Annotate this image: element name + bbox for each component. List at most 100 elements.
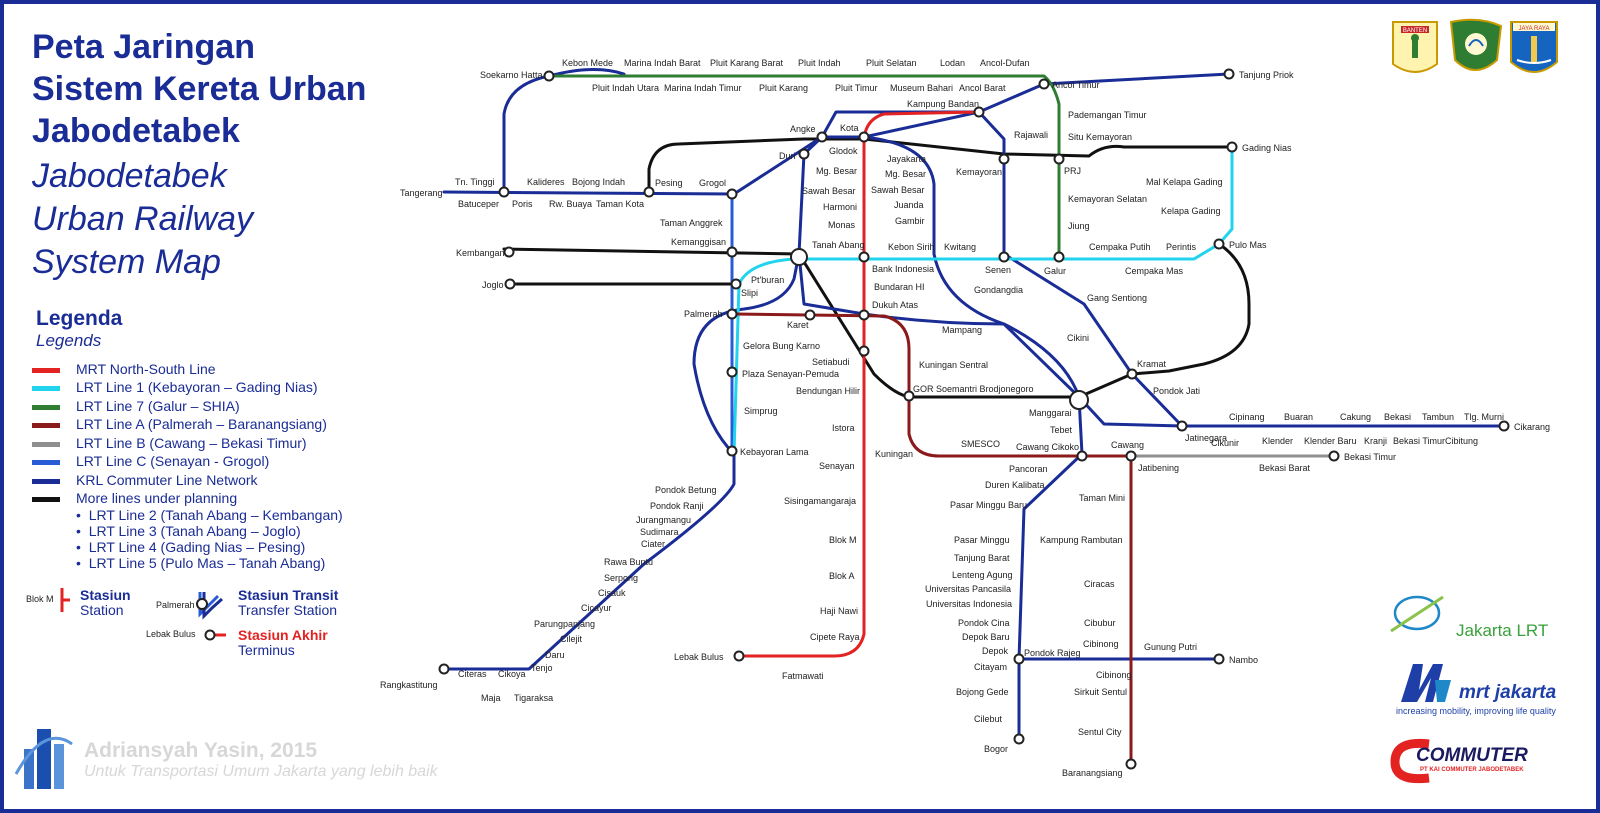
transfer-manggarai [1069,390,1089,410]
station-kebon-mede: Kebon Mede [562,58,613,68]
key-station-label-en: Station [80,602,124,618]
station-bogor: Bogor [984,744,1008,754]
station-lodan: Lodan [940,58,965,68]
station-taman-anggrek: Taman Anggrek [660,218,723,228]
station-ciracas: Ciracas [1084,579,1115,589]
station-cibinong-a: Cibinong [1083,639,1119,649]
terminus-cikarang [1498,420,1510,432]
station-pancoran: Pancoran [1009,464,1048,474]
station-smesco: SMESCO [961,439,1000,449]
station-klender: Klender [1262,436,1293,446]
station-pluit-selatan: Pluit Selatan [866,58,917,68]
station-cikini: Cikini [1067,333,1089,343]
line-lrt-a [732,312,1133,766]
transfer-kota [858,131,870,143]
mrt-jakarta-logo-icon [1401,664,1451,702]
transfer-palmerah [726,308,738,320]
station-manggarai: Manggarai [1029,408,1072,418]
key-station-label-id: Stasiun [80,587,131,603]
key-terminus-label: Stasiun Akhir Terminus [238,628,328,658]
legend-heading-en: Legends [36,331,102,350]
station-mal-kelapa-gading: Mal Kelapa Gading [1146,177,1223,187]
transfer-tanah-abang [790,248,808,266]
terminus-kembangan [503,246,515,258]
station-prj: PRJ [1064,166,1081,176]
station-harmoni: Harmoni [823,202,857,212]
mrt-jakarta-tagline: increasing mobility, improving life qual… [1396,706,1556,716]
station-cikoya: Cikoya [498,669,526,679]
banten-seal-icon: BANTEN [1392,21,1438,73]
bullet: • [76,523,81,539]
station-palmerah: Palmerah [684,309,723,319]
transfer-duri [798,148,810,160]
legend-label: LRT Line C (Senayan - Grogol) [76,453,270,469]
legend-swatch [32,422,60,428]
station-bekasi-timur-krl: Bekasi Timur [1393,436,1445,446]
banten-seal-text: BANTEN [1403,28,1427,34]
station-jatinegara: Jatinegara [1185,433,1227,443]
station-baranangsiang: Baranangsiang [1062,768,1123,778]
station-nambo: Nambo [1229,655,1258,665]
station-sawah-besar-mrt: Sawah Besar [802,186,856,196]
station-galur: Galur [1044,266,1066,276]
station-pluit-indah-utara: Pluit Indah Utara [592,83,659,93]
legend-swatch [32,478,60,484]
legend-sub-label: LRT Line 4 (Gading Nias – Pesing) [88,539,306,555]
station-gor-soemantri: GOR Soemantri Brodjonegoro [913,384,1034,394]
legend-swatch [32,496,60,502]
station-pesing: Pesing [655,178,683,188]
station-simprug: Simprug [744,406,778,416]
terminus-baranangsiang [1125,758,1137,770]
key-station-label: Stasiun Station [80,588,131,618]
credit-tagline: Untuk Transportasi Umum Jakarta yang leb… [84,763,438,780]
station-kebayoran-lama: Kebayoran Lama [740,447,809,457]
title-id-line2: Sistem Kereta Urban [32,70,367,108]
station-tambun: Tambun [1422,412,1454,422]
key-transfer-sample: Palmerah [156,600,195,610]
station-pt-buran: Pt'buran [751,275,784,285]
station-karet: Karet [787,320,809,330]
station-buaran: Buaran [1284,412,1313,422]
station-sirkuit-sentul: Sirkuit Sentul [1074,687,1127,697]
transfer-gor-soemantri [903,390,915,402]
transfer-kampung-bandan [973,106,985,118]
title-id-line3: Jabodetabek [32,112,240,150]
station-mg-besar: Mg. Besar [885,169,926,179]
legend-label: LRT Line B (Cawang – Bekasi Timur) [76,435,307,451]
station-cisauk: Cisauk [598,588,626,598]
station-juanda: Juanda [894,200,924,210]
station-cibubur: Cibubur [1084,618,1116,628]
station-pluit-indah: Pluit Indah [798,58,841,68]
station-bekasi-timur: Bekasi Timur [1344,452,1396,462]
station-jatibening: Jatibening [1138,463,1179,473]
legend-sub-label: LRT Line 2 (Tanah Abang – Kembangan) [88,507,343,523]
jawa-barat-seal-icon [1449,18,1503,71]
station-dukuh-atas: Dukuh Atas [872,300,919,310]
station-lenteng-agung: Lenteng Agung [952,570,1013,580]
transfer-pesing [643,186,655,198]
transfer-kemayoran [998,153,1010,165]
transfer-kebayoran-lama [726,445,738,457]
legend-swatch [32,459,60,465]
key-transfer-label: Stasiun Transit Transfer Station [238,588,338,618]
station-cawang: Cawang [1111,440,1144,450]
legend-sub-line2: • LRT Line 2 (Tanah Abang – Kembangan) [76,507,343,523]
transfer-pulo-mas [1213,238,1225,250]
commuter-logo-subtext: PT KAI COMMUTER JABODETABEK [1420,767,1524,773]
station-citeras: Citeras [458,669,487,679]
key-terminus-circle [204,629,216,641]
legend-label: LRT Line 7 (Galur – SHIA) [76,398,240,414]
station-depok-baru: Depok Baru [962,632,1010,642]
station-cakung: Cakung [1340,412,1371,422]
line-krl-central [862,135,1081,399]
route-lines [442,67,1506,766]
station-ancol-timur: Ancol Timur [1052,80,1100,90]
legend-sub-line5: • LRT Line 5 (Pulo Mas – Tanah Abang) [76,555,325,571]
station-angke: Angke [790,124,816,134]
station-tebet: Tebet [1050,425,1073,435]
station-bekasi: Bekasi [1384,412,1411,422]
station-cempaka-mas: Cempaka Mas [1125,266,1184,276]
station-cikunir: Cikunir [1211,438,1239,448]
station-tlg-murni: Tlg. Murni [1464,412,1504,422]
